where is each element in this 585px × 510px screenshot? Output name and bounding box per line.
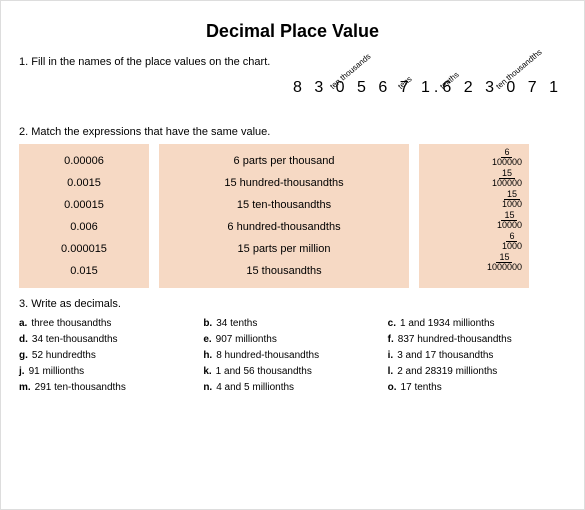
q3-item: c.1 and 1934 millionths bbox=[388, 318, 566, 329]
decimal-value: 0.006 bbox=[19, 216, 149, 238]
q3-item: i.3 and 17 thousandths bbox=[388, 350, 566, 361]
question-2: 2. Match the expressions that have the s… bbox=[19, 126, 566, 138]
q3-item: b.34 tenths bbox=[203, 318, 381, 329]
word-value: 15 hundred-thousandths bbox=[159, 172, 409, 194]
word-value: 6 hundred-thousandths bbox=[159, 216, 409, 238]
fraction: 151000 bbox=[423, 190, 525, 209]
q3-item: l.2 and 28319 millionths bbox=[388, 366, 566, 377]
word-value: 15 thousandths bbox=[159, 260, 409, 282]
word-value: 6 parts per thousand bbox=[159, 150, 409, 172]
match-col-decimals: 0.00006 0.0015 0.00015 0.006 0.000015 0.… bbox=[19, 144, 149, 288]
q3-grid: a.three thousandths b.34 tenths c.1 and … bbox=[19, 318, 566, 393]
q3-item: d.34 ten-thousandths bbox=[19, 334, 197, 345]
q3-item: n.4 and 5 millionths bbox=[203, 382, 381, 393]
q3-item: a.three thousandths bbox=[19, 318, 197, 329]
word-value: 15 parts per million bbox=[159, 238, 409, 260]
fraction: 15100000 bbox=[423, 169, 525, 188]
q3-item: k.1 and 56 thousandths bbox=[203, 366, 381, 377]
q3-item: e.907 millionths bbox=[203, 334, 381, 345]
fraction: 1510000 bbox=[423, 211, 525, 230]
page-title: Decimal Place Value bbox=[19, 21, 566, 42]
decimal-value: 0.00006 bbox=[19, 150, 149, 172]
q3-item: m.291 ten-thousandths bbox=[19, 382, 197, 393]
match-col-fractions: 6100000 15100000 151000 1510000 61000 15… bbox=[419, 144, 529, 288]
fraction: 151000000 bbox=[423, 253, 525, 272]
q3-item: h.8 hundred-thousandths bbox=[203, 350, 381, 361]
q3-item: j.91 millionths bbox=[19, 366, 197, 377]
place-value-number: 8 3 0 5 6 7 1.6 2 3 0 7 1 bbox=[293, 79, 562, 97]
match-col-words: 6 parts per thousand 15 hundred-thousand… bbox=[159, 144, 409, 288]
fraction: 6100000 bbox=[423, 148, 525, 167]
match-grid: 0.00006 0.0015 0.00015 0.006 0.000015 0.… bbox=[19, 144, 566, 288]
worksheet-page: Decimal Place Value 1. Fill in the names… bbox=[0, 0, 585, 510]
q3-item: g.52 hundredths bbox=[19, 350, 197, 361]
fraction: 61000 bbox=[423, 232, 525, 251]
q3-item: o.17 tenths bbox=[388, 382, 566, 393]
decimal-value: 0.000015 bbox=[19, 238, 149, 260]
decimal-value: 0.015 bbox=[19, 260, 149, 282]
q3-item: f.837 hundred-thousandths bbox=[388, 334, 566, 345]
decimal-value: 0.00015 bbox=[19, 194, 149, 216]
decimal-value: 0.0015 bbox=[19, 172, 149, 194]
word-value: 15 ten-thousandths bbox=[159, 194, 409, 216]
question-3: 3. Write as decimals. bbox=[19, 298, 566, 310]
